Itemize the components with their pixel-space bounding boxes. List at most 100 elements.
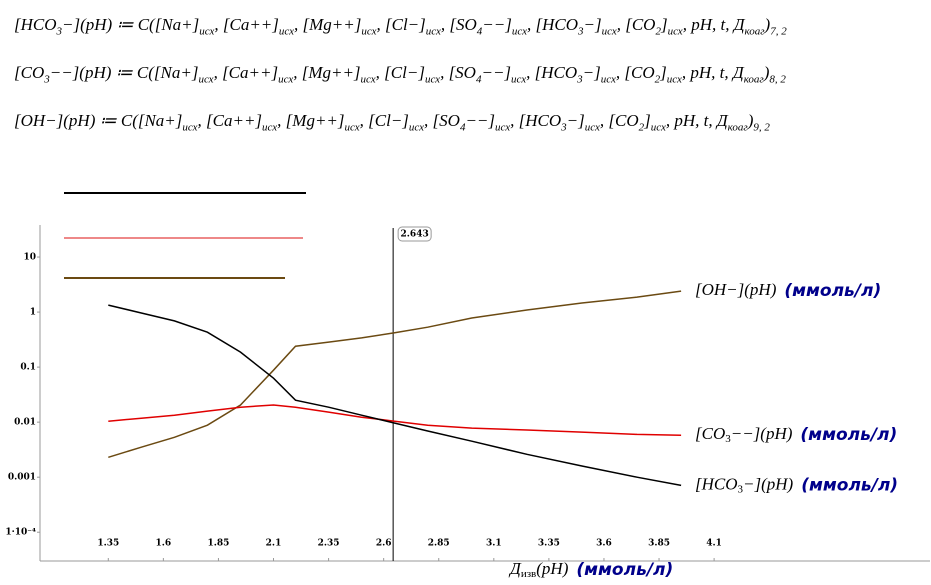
subscript: 4 (476, 25, 483, 38)
formula-text: [CO (14, 63, 45, 82)
subscript: исх (344, 121, 360, 134)
formula-text: , [SO (440, 15, 477, 34)
subscript: исх (278, 25, 295, 38)
formula-text: [OH−](pH) ≔ C([Na+] (14, 111, 183, 130)
formula-text: −−] (482, 15, 512, 34)
formula-text: , [Ca++] (197, 111, 263, 130)
x-tick-label: 2.6 (376, 539, 392, 549)
x-tick-label: 1.35 (97, 539, 119, 549)
formula-text: , [SO (440, 63, 476, 82)
marker-label: 2.643 (401, 230, 429, 240)
series-name: [OH−](pH) (695, 280, 777, 299)
subscript: исх (408, 121, 425, 134)
series-label: [CO3−−](pH) (ммоль/л) (695, 424, 897, 445)
formula-text: , [CO (615, 63, 655, 82)
subscript: 2 (654, 73, 661, 86)
x-axis-label: Дизв(pH) (ммоль/л) (508, 559, 673, 580)
formula-text: , pH, t, Д (681, 63, 744, 82)
formula: [OH−](pH) ≔ C([Na+]исх, [Ca++]исх, [Mg++… (14, 104, 787, 152)
series-name: −−](pH) (731, 424, 793, 443)
subscript: 3 (577, 25, 584, 38)
y-tick-label: 1 (30, 308, 36, 318)
subscript: исх (199, 25, 215, 38)
subscript: 7, 2 (770, 25, 787, 38)
unit: (ммоль/л) (784, 281, 881, 301)
unit: (ммоль/л) (800, 425, 897, 445)
x-tick-label: 2.1 (266, 539, 282, 549)
formula-text: ) (763, 63, 770, 82)
x-axis-label-part: (pH) (536, 559, 568, 578)
x-tick-label: 3.1 (486, 539, 502, 549)
series-line (108, 404, 682, 436)
series-name: [HCO (695, 474, 738, 493)
subscript: 4 (459, 121, 466, 134)
series-label: [HCO3−](pH) (ммоль/л) (695, 474, 898, 495)
formula-text: , [Mg++] (293, 63, 361, 82)
formula: [CO3−−](pH) ≔ C([Na+]исх, [Ca++]исх, [Mg… (14, 56, 787, 104)
formula-text: , [Ca++] (214, 15, 279, 34)
subscript: 3 (725, 433, 731, 445)
series-line (108, 304, 682, 487)
formula-text: −] (566, 111, 585, 130)
formula-text: −](pH) ≔ C([Na+] (62, 15, 200, 34)
formula-text: , [Cl−] (375, 63, 425, 82)
series-label: [OH−](pH) (ммоль/л) (695, 280, 881, 301)
series-name: [CO (695, 424, 725, 443)
y-tick-label: 0.1 (20, 363, 36, 373)
formula-text: ) (747, 111, 754, 130)
x-tick-label: 1.85 (207, 539, 229, 549)
x-tick-label: 3.85 (648, 539, 670, 549)
formula-text: −] (582, 63, 601, 82)
formula-text: , [HCO (526, 15, 578, 34)
x-tick-label: 4.1 (706, 539, 722, 549)
y-tick-label: 0.01 (14, 418, 36, 428)
subscript: исх (361, 25, 377, 38)
formula: [HCO3−](pH) ≔ C([Na+]исх, [Ca++]исх, [Mg… (14, 8, 787, 56)
subscript: 3 (56, 25, 63, 38)
subscript: 3 (44, 73, 50, 86)
subscript: исх (360, 73, 376, 86)
subscript: исх (511, 25, 527, 38)
formula-text: −−] (465, 111, 495, 130)
formula-text: −−](pH) ≔ C([Na+] (49, 63, 199, 82)
subscript: исх (495, 121, 511, 134)
subscript: коаг (743, 73, 764, 86)
unit: (ммоль/л) (801, 475, 898, 495)
formula-text: [HCO (14, 15, 57, 34)
subscript: коаг (727, 121, 748, 134)
formula-text: ] (644, 111, 651, 130)
formula-text: −−] (481, 63, 512, 82)
formula-text: , [CO (616, 15, 656, 34)
subscript: исх (182, 121, 198, 134)
x-tick-label: 2.85 (428, 539, 450, 549)
subscript: 3 (561, 121, 567, 134)
series-name: −](pH) (743, 474, 794, 493)
formula-text: , [Mg++] (277, 111, 345, 130)
formula-text: , pH, t, Д (665, 111, 728, 130)
formula-text: , [CO (599, 111, 639, 130)
formula-text: , [Cl−] (376, 15, 426, 34)
subscript: коаг (744, 25, 765, 38)
formula-text: −] (583, 15, 602, 34)
formula-text: , [Mg++] (294, 15, 362, 34)
y-tick-label: 1·10⁻⁴ (5, 528, 36, 538)
unit: (ммоль/л) (576, 560, 673, 580)
x-tick-label: 3.35 (538, 539, 560, 549)
subscript: исх (425, 25, 441, 38)
x-tick-label: 1.6 (156, 539, 172, 549)
formula-text: ] (660, 63, 667, 82)
marker-box (397, 226, 432, 242)
subscript: 3 (738, 483, 744, 495)
subscript: 4 (475, 73, 482, 86)
y-tick-label: 0.001 (8, 473, 36, 483)
formula-text: , [SO (424, 111, 460, 130)
formula-text: , [HCO (526, 63, 578, 82)
subscript: исх (424, 73, 441, 86)
subscript: исх (511, 73, 527, 86)
subscript: исх (667, 25, 683, 38)
subscript: изв (521, 568, 536, 580)
subscript: 2 (638, 121, 645, 134)
x-tick-label: 3.6 (596, 539, 612, 549)
